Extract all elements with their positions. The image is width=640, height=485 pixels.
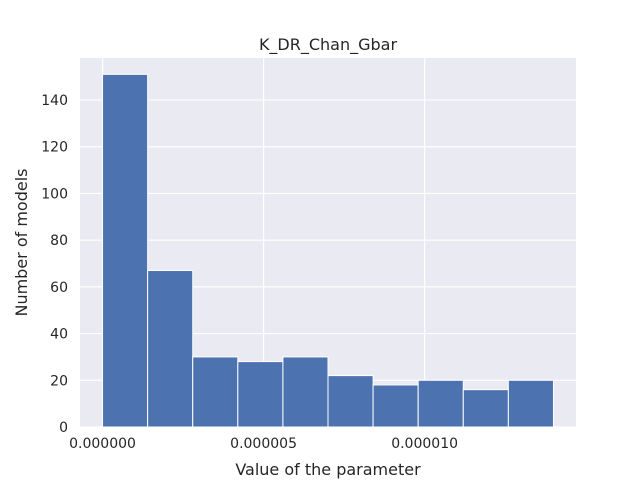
y-tick-label: 80 [50,233,68,249]
x-axis-ticks: 0.000000 0.000005 0.000010 [69,436,458,452]
y-tick-label: 100 [41,186,68,202]
histogram-bar [327,375,374,428]
y-tick-label: 40 [50,327,68,343]
y-tick-label: 60 [50,280,68,296]
histogram-bar [192,356,239,428]
histogram-bar [462,389,509,428]
y-tick-label: 120 [41,140,68,156]
y-axis-ticks: 0 20 40 60 80 100 120 140 [41,93,68,436]
histogram-bar [372,384,419,428]
x-tick-label: 0.000000 [69,436,136,452]
histogram-bar [237,361,284,428]
y-tick-label: 20 [50,373,68,389]
histogram-bar [102,73,149,428]
histogram-bars [102,73,554,428]
y-axis-label: Number of models [12,168,31,316]
histogram-bar [147,270,194,428]
histogram-bar [417,379,464,428]
histogram-bar [282,356,329,428]
x-tick-label: 0.000005 [230,436,297,452]
y-tick-label: 0 [59,420,68,436]
x-tick-label: 0.000010 [391,436,458,452]
histogram-bar [507,379,554,428]
y-tick-label: 140 [41,93,68,109]
x-axis-label: Value of the parameter [235,460,421,479]
chart-title: K_DR_Chan_Gbar [259,35,398,55]
